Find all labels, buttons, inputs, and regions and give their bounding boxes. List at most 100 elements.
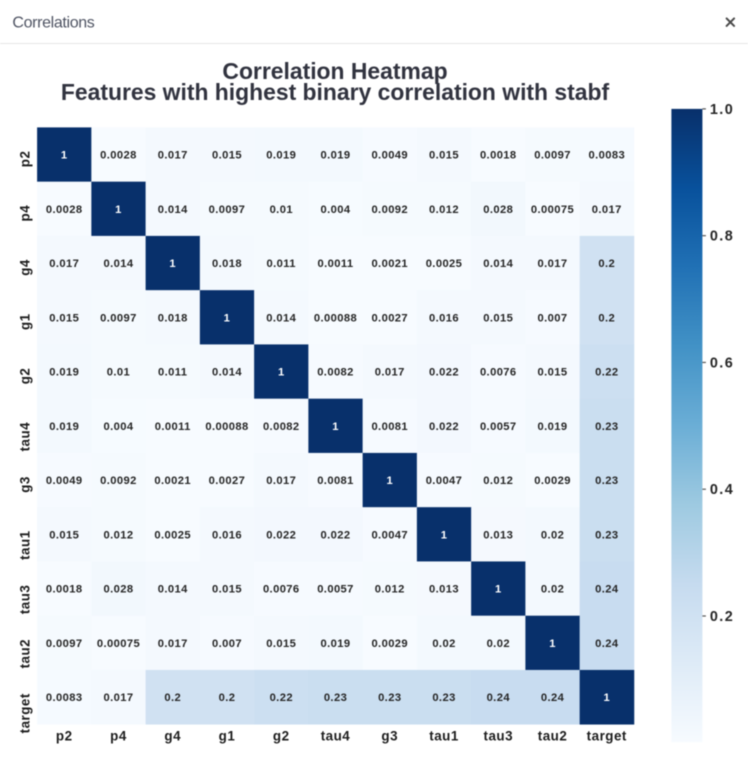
svg-text:0.02: 0.02: [541, 584, 564, 596]
svg-text:0.0029: 0.0029: [371, 638, 408, 650]
svg-text:1.0: 1.0: [710, 102, 734, 118]
svg-text:0.22: 0.22: [270, 692, 293, 704]
svg-text:tau4: tau4: [18, 422, 33, 452]
svg-text:0.015: 0.015: [538, 367, 568, 379]
svg-text:tau4: tau4: [321, 728, 351, 743]
svg-text:0.23: 0.23: [595, 475, 618, 487]
svg-text:0.24: 0.24: [487, 692, 511, 704]
svg-text:0.017: 0.017: [592, 204, 622, 216]
svg-text:0.23: 0.23: [595, 421, 618, 433]
svg-text:0.015: 0.015: [212, 584, 242, 596]
svg-text:0.019: 0.019: [538, 421, 568, 433]
svg-text:p4: p4: [18, 205, 33, 222]
svg-text:0.017: 0.017: [158, 638, 188, 650]
svg-text:0.019: 0.019: [266, 150, 296, 162]
svg-text:0.02: 0.02: [541, 529, 564, 541]
svg-text:0.028: 0.028: [103, 584, 133, 596]
svg-text:0.24: 0.24: [595, 638, 619, 650]
svg-text:tau1: tau1: [18, 530, 33, 560]
svg-text:0.2: 0.2: [164, 692, 181, 704]
svg-text:1: 1: [495, 584, 502, 596]
svg-text:0.24: 0.24: [595, 584, 619, 596]
svg-text:0.0097: 0.0097: [209, 204, 246, 216]
svg-text:g2: g2: [273, 728, 290, 743]
svg-text:0.0076: 0.0076: [480, 367, 517, 379]
svg-text:tau2: tau2: [18, 639, 33, 669]
svg-text:1: 1: [386, 475, 393, 487]
svg-text:0.2: 0.2: [710, 609, 734, 625]
svg-text:0.23: 0.23: [595, 529, 618, 541]
svg-text:p4: p4: [110, 728, 127, 743]
svg-text:0.012: 0.012: [103, 529, 133, 541]
svg-text:0.019: 0.019: [321, 638, 351, 650]
svg-text:0.017: 0.017: [375, 367, 405, 379]
svg-text:0.2: 0.2: [219, 692, 236, 704]
svg-text:1: 1: [603, 692, 610, 704]
svg-text:0.02: 0.02: [487, 638, 510, 650]
svg-text:p2: p2: [18, 151, 33, 168]
svg-text:0.0047: 0.0047: [371, 529, 408, 541]
svg-text:0.24: 0.24: [541, 692, 565, 704]
svg-text:0.0021: 0.0021: [371, 258, 408, 270]
svg-text:1: 1: [441, 529, 448, 541]
svg-text:0.8: 0.8: [710, 229, 734, 245]
svg-text:0.0092: 0.0092: [371, 204, 408, 216]
svg-text:0.015: 0.015: [212, 150, 242, 162]
svg-text:0.0049: 0.0049: [46, 475, 83, 487]
svg-text:0.004: 0.004: [321, 204, 351, 216]
svg-text:0.0082: 0.0082: [263, 421, 300, 433]
svg-text:0.015: 0.015: [266, 638, 296, 650]
svg-text:0.0028: 0.0028: [46, 204, 83, 216]
svg-text:0.00075: 0.00075: [531, 204, 574, 216]
svg-text:0.017: 0.017: [538, 258, 568, 270]
svg-text:g3: g3: [381, 728, 398, 743]
svg-text:0.4: 0.4: [710, 482, 734, 498]
svg-text:0.019: 0.019: [49, 367, 79, 379]
svg-text:0.0097: 0.0097: [100, 312, 137, 324]
svg-text:0.23: 0.23: [432, 692, 455, 704]
svg-text:0.00088: 0.00088: [205, 421, 248, 433]
svg-text:0.0083: 0.0083: [588, 150, 625, 162]
svg-text:0.017: 0.017: [103, 692, 133, 704]
svg-text:0.014: 0.014: [158, 204, 188, 216]
svg-text:g4: g4: [164, 728, 181, 743]
svg-text:target: target: [587, 728, 627, 743]
svg-text:0.22: 0.22: [595, 367, 618, 379]
svg-text:0.01: 0.01: [270, 204, 293, 216]
svg-text:0.014: 0.014: [212, 367, 242, 379]
svg-text:Correlations: Correlations: [12, 15, 94, 32]
svg-text:0.007: 0.007: [538, 312, 568, 324]
svg-text:0.018: 0.018: [158, 312, 188, 324]
svg-text:0.022: 0.022: [321, 529, 351, 541]
svg-text:0.0097: 0.0097: [46, 638, 83, 650]
svg-text:0.0029: 0.0029: [534, 475, 571, 487]
svg-text:0.017: 0.017: [266, 475, 296, 487]
svg-text:tau1: tau1: [429, 728, 459, 743]
svg-text:0.0011: 0.0011: [155, 421, 191, 433]
svg-text:0.017: 0.017: [158, 150, 188, 162]
svg-text:0.004: 0.004: [103, 421, 133, 433]
svg-text:0.0018: 0.0018: [480, 150, 517, 162]
svg-text:g3: g3: [18, 476, 33, 493]
svg-text:0.015: 0.015: [49, 529, 79, 541]
svg-text:1: 1: [332, 421, 339, 433]
svg-text:0.012: 0.012: [483, 475, 513, 487]
svg-text:0.014: 0.014: [483, 258, 513, 270]
svg-text:target: target: [18, 693, 33, 733]
svg-text:0.2: 0.2: [598, 258, 615, 270]
svg-text:1: 1: [115, 204, 122, 216]
svg-text:0.0018: 0.0018: [46, 584, 83, 596]
svg-text:tau2: tau2: [538, 728, 568, 743]
svg-text:0.6: 0.6: [710, 355, 734, 371]
svg-text:0.014: 0.014: [158, 584, 188, 596]
svg-text:0.02: 0.02: [432, 638, 455, 650]
svg-text:1: 1: [169, 258, 176, 270]
svg-text:0.0027: 0.0027: [371, 312, 408, 324]
svg-text:0.0025: 0.0025: [426, 258, 463, 270]
svg-text:0.011: 0.011: [158, 367, 187, 379]
svg-text:0.0011: 0.0011: [317, 258, 353, 270]
svg-text:g1: g1: [18, 313, 33, 330]
svg-text:Features with highest binary c: Features with highest binary correlation…: [61, 79, 610, 105]
svg-text:0.0025: 0.0025: [154, 529, 191, 541]
svg-text:0.23: 0.23: [324, 692, 347, 704]
